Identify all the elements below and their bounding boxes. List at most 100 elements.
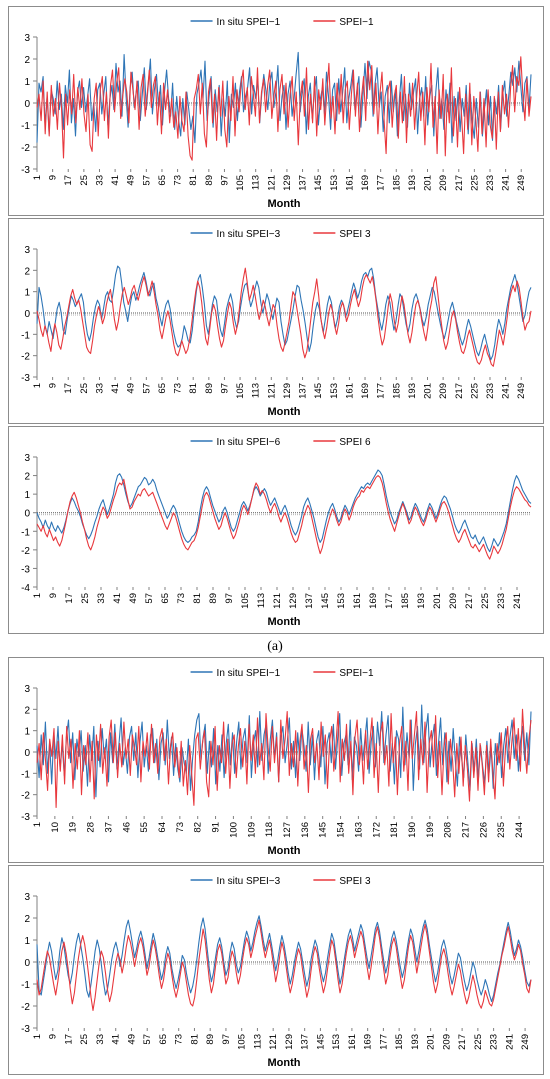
y-tick-label: -2 — [21, 791, 30, 802]
x-tick-label: 113 — [256, 593, 267, 608]
x-tick-label: 9 — [48, 383, 59, 388]
x-tick-label: 17 — [64, 593, 75, 604]
x-tick-label: 1 — [32, 822, 43, 827]
series-line-satellite — [36, 708, 532, 809]
x-tick-label: 97 — [221, 1034, 232, 1045]
x-tick-label: 49 — [128, 593, 139, 604]
x-tick-label: 33 — [95, 1034, 106, 1045]
y-tick-label: -3 — [21, 165, 30, 176]
series-line-satellite — [36, 267, 532, 367]
x-tick-label: 225 — [469, 383, 480, 399]
x-tick-label: 249 — [516, 383, 527, 399]
y-tick-label: -3 — [21, 373, 30, 384]
x-tick-label: 89 — [208, 593, 219, 604]
series-line-in-situ — [36, 469, 532, 553]
y-tick-label: 0 — [24, 748, 30, 759]
series-line-in-situ — [36, 915, 532, 1003]
legend-label: SPEI−1 — [339, 17, 374, 28]
x-tick-label: 28 — [86, 822, 97, 833]
x-tick-label: 49 — [126, 1034, 137, 1045]
y-tick-label: -1 — [21, 527, 30, 538]
x-tick-label: 64 — [157, 822, 168, 833]
x-tick-label: 137 — [304, 593, 315, 609]
x-tick-label: 41 — [112, 593, 123, 604]
legend: In situ SPEI−3 SPEI 3 — [190, 876, 371, 887]
legend-label: SPEI−1 — [339, 668, 374, 679]
x-tick-label: 121 — [272, 593, 283, 609]
x-tick-label: 185 — [394, 1034, 405, 1050]
x-tick-label: 121 — [266, 175, 277, 191]
x-tick-label: 241 — [504, 1034, 515, 1050]
x-tick-label: 1 — [32, 175, 43, 180]
x-tick-label: 217 — [454, 383, 465, 399]
y-tick-label: -3 — [21, 812, 30, 823]
x-tick-label: 177 — [376, 383, 387, 399]
legend: In situ SPEI−6 SPEI 6 — [190, 437, 371, 448]
x-tick-label: 201 — [426, 1034, 437, 1050]
x-tick-label: 244 — [514, 822, 525, 838]
x-tick-label: 73 — [173, 383, 184, 394]
x-tick-label: 145 — [320, 593, 331, 609]
legend-label: In situ SPEI−1 — [217, 17, 281, 28]
x-tick-label: 105 — [237, 1034, 248, 1050]
x-tick-label: 1 — [32, 593, 43, 598]
x-tick-label: 129 — [282, 383, 293, 399]
x-tick-label: 89 — [205, 1034, 216, 1045]
legend: In situ SPEI−1 SPEI−1 — [190, 668, 374, 679]
x-tick-label: 137 — [298, 175, 309, 191]
x-tick-label: 217 — [461, 822, 472, 838]
x-tick-label: 9 — [48, 1034, 59, 1039]
x-tick-label: 193 — [407, 383, 418, 399]
y-tick-label: 1 — [24, 490, 30, 501]
x-tick-label: 89 — [204, 383, 215, 394]
x-tick-label: 249 — [516, 175, 527, 191]
x-tick-label: 193 — [407, 175, 418, 191]
x-tick-label: 65 — [157, 175, 168, 186]
y-tick-label: -4 — [21, 583, 30, 594]
series-line-satellite — [36, 919, 532, 1011]
y-tick-label: 3 — [24, 245, 30, 256]
legend-label: In situ SPEI−1 — [217, 668, 281, 679]
x-tick-label: 113 — [252, 1034, 263, 1049]
x-tick-label: 153 — [329, 175, 340, 191]
x-tick-label: 145 — [318, 822, 329, 838]
x-tick-label: 105 — [235, 383, 246, 399]
x-tick-label: 73 — [174, 1034, 185, 1045]
chart-panel-spei3-a: In situ SPEI−3 SPEI 3 3 2 1 0 -1 -2 -3 1 9 17 25 33 41… — [8, 218, 544, 424]
x-tick-label: 1 — [32, 1034, 43, 1039]
x-tick-label: 49 — [126, 175, 137, 186]
x-axis-label: Month — [268, 406, 301, 418]
y-tick-label: 1 — [24, 77, 30, 88]
x-tick-label: 55 — [139, 822, 150, 833]
x-tick-label: 57 — [144, 593, 155, 604]
y-tick-label: 3 — [24, 33, 30, 44]
x-tick-label: 233 — [496, 593, 507, 609]
x-tick-label: 153 — [329, 383, 340, 399]
x-tick-label: 65 — [160, 593, 171, 604]
x-tick-label: 57 — [141, 383, 152, 394]
y-tick-label: 0 — [24, 99, 30, 110]
x-tick-label: 25 — [79, 175, 90, 186]
legend-label: In situ SPEI−3 — [217, 229, 281, 240]
x-tick-label: 49 — [126, 383, 137, 394]
y-tick-label: 2 — [24, 266, 30, 277]
x-tick-label: 121 — [266, 383, 277, 399]
chart-panel-spei3-b: In situ SPEI−3 SPEI 3 3 2 1 0 -1 -2 -3 1 9 17 25 33 41… — [8, 865, 544, 1075]
legend-label: SPEI 6 — [339, 437, 371, 448]
x-tick-label: 145 — [315, 1034, 326, 1050]
x-tick-label: 201 — [423, 383, 434, 399]
x-tick-label: 161 — [344, 175, 355, 191]
y-tick-label: -2 — [21, 1002, 30, 1013]
y-tick-label: 2 — [24, 914, 30, 925]
y-tick-label: -1 — [21, 330, 30, 341]
x-tick-label: 127 — [282, 822, 293, 838]
y-tick-label: 2 — [24, 705, 30, 716]
x-tick-label: 81 — [192, 593, 203, 604]
x-tick-label: 25 — [79, 1034, 90, 1045]
x-tick-label: 217 — [457, 1034, 468, 1050]
x-tick-label: 233 — [489, 1034, 500, 1050]
x-tick-label: 185 — [400, 593, 411, 609]
x-tick-label: 129 — [288, 593, 299, 609]
x-tick-label: 161 — [352, 593, 363, 609]
